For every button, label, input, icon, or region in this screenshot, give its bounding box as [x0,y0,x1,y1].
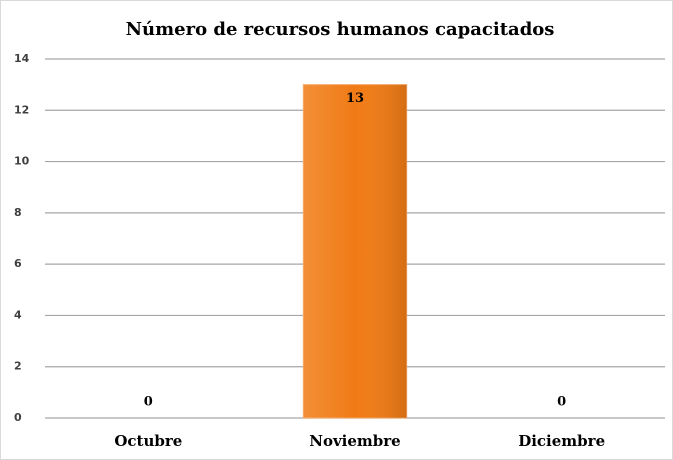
y-tick-label: 8 [14,206,22,219]
chart-title: Número de recursos humanos capacitados [126,19,555,40]
y-tick-label: 12 [14,103,29,116]
x-tick-label: Noviembre [309,432,400,450]
data-label: 0 [557,395,566,410]
x-tick-label: Diciembre [518,432,605,450]
y-tick-label: 2 [14,360,22,373]
bar-shade [303,84,407,419]
data-label: 0 [144,395,153,410]
y-tick-label: 14 [14,52,30,65]
x-tick-label: Octubre [114,432,182,450]
y-tick-label: 0 [14,411,22,424]
y-tick-label: 10 [14,155,30,168]
data-label: 13 [346,91,364,106]
y-tick-label: 6 [14,257,22,270]
y-tick-label: 4 [14,308,22,321]
